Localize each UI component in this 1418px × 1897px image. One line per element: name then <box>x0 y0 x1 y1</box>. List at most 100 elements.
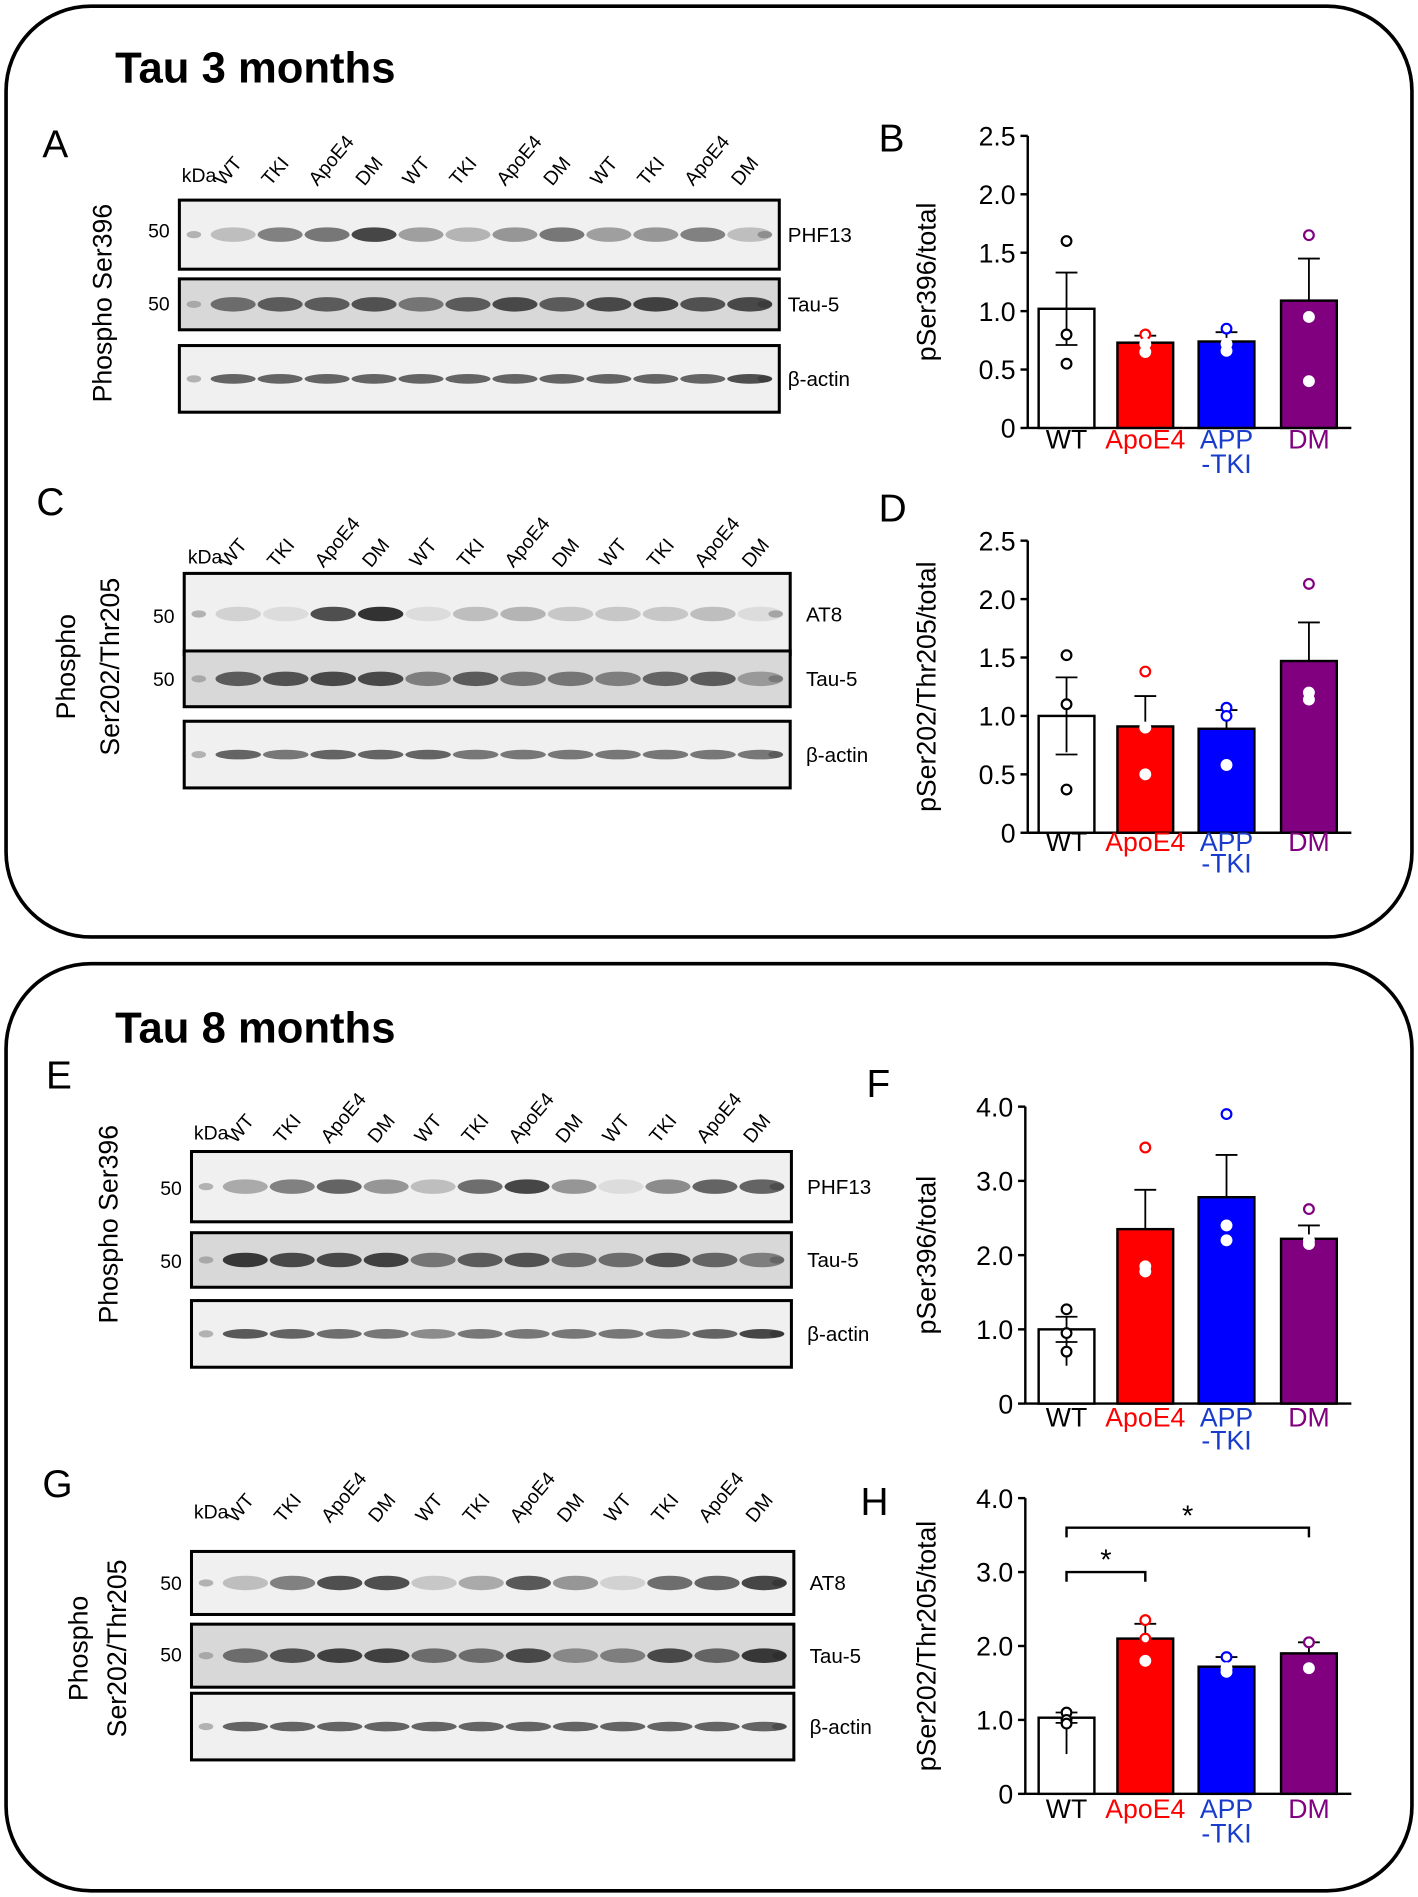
marker-kda-value: 50 <box>148 221 170 243</box>
band-label: β-actin <box>807 1323 869 1346</box>
protein-band <box>727 297 773 312</box>
lane-label: TKI <box>257 153 293 190</box>
lane-label: ApoE4 <box>692 1089 746 1148</box>
band-label: Tau-5 <box>806 668 858 691</box>
protein-band <box>598 1252 644 1268</box>
x-category-label: WT <box>1046 1794 1087 1824</box>
lane-label: TKI <box>457 1110 493 1147</box>
protein-band <box>727 227 773 242</box>
lane-label: ApoE4 <box>504 1089 558 1148</box>
ladder-marker <box>757 231 773 239</box>
protein-band <box>595 606 641 622</box>
lane-label: TKI <box>445 153 481 190</box>
lane-label: TKI <box>263 535 299 572</box>
protein-band <box>210 297 256 312</box>
data-point <box>1060 235 1073 247</box>
kda-label: kDa <box>188 547 223 569</box>
protein-band <box>457 1179 503 1194</box>
y-tick-label: 4.0 <box>976 1092 1013 1122</box>
protein-band <box>222 1179 268 1194</box>
protein-band <box>222 1721 269 1732</box>
data-point <box>1060 649 1073 662</box>
protein-band <box>304 297 350 312</box>
lane-label: DM <box>738 535 774 572</box>
bar-apoe4 <box>1116 341 1175 430</box>
protein-band <box>363 1252 409 1268</box>
ladder-marker <box>198 1652 214 1660</box>
data-point <box>1220 1665 1233 1678</box>
data-point <box>1302 1636 1315 1649</box>
lane-label: ApoE4 <box>317 1468 371 1527</box>
marker-kda-value: 50 <box>148 293 170 315</box>
x-category-label: WT <box>1046 1403 1087 1433</box>
protein-band <box>492 227 538 242</box>
protein-band <box>405 749 451 760</box>
protein-band <box>310 606 356 622</box>
protein-band <box>364 1575 410 1591</box>
protein-band <box>445 227 491 242</box>
y-axis-label: pSer202/Thr205/total <box>912 1521 942 1771</box>
protein-band <box>680 374 726 384</box>
lane-label: WT <box>600 1489 636 1526</box>
band-label: β-actin <box>810 1716 872 1739</box>
y-axis-label: pSer396/total <box>912 203 942 362</box>
panel-letter: G <box>42 1463 72 1506</box>
band-label: PHF13 <box>788 224 852 247</box>
x-category-label: DM <box>1288 1794 1329 1824</box>
lane-label: TKI <box>633 153 669 190</box>
x-category-label: -TKI <box>1201 849 1251 879</box>
lane-label: DM <box>553 1490 589 1527</box>
protein-band <box>647 1648 693 1663</box>
protein-band <box>552 1575 599 1591</box>
y-tick-label: 2.0 <box>979 180 1016 210</box>
section-frame-3-months <box>4 4 1414 939</box>
bar-dm <box>1279 1237 1339 1405</box>
protein-band <box>316 1329 362 1339</box>
lane-label: DM <box>364 1490 400 1527</box>
data-point <box>1060 1717 1073 1730</box>
x-category-label: ApoE4 <box>1105 827 1185 857</box>
protein-band <box>269 1721 316 1732</box>
data-point <box>1139 328 1152 341</box>
lane-label: TKI <box>643 535 679 572</box>
data-point <box>1139 1614 1152 1627</box>
protein-band <box>310 749 356 760</box>
lane-label: DM <box>358 535 394 572</box>
protein-band <box>552 1648 599 1663</box>
protein-band <box>595 671 641 687</box>
x-category-label: WT <box>1046 827 1087 857</box>
band-label: AT8 <box>806 603 842 626</box>
data-point <box>1060 357 1073 370</box>
protein-band <box>269 1329 315 1339</box>
protein-band <box>642 671 689 687</box>
protein-band <box>504 1329 550 1339</box>
protein-band <box>304 227 350 242</box>
protein-band <box>642 606 689 622</box>
protein-band <box>600 1575 646 1591</box>
y-tick-label: 2.5 <box>979 526 1016 556</box>
protein-band <box>547 606 594 622</box>
protein-band <box>552 1721 599 1732</box>
lane-label: ApoE4 <box>310 513 364 572</box>
band-label: β-actin <box>788 368 850 391</box>
lane-label: WT <box>411 1489 447 1526</box>
data-point <box>1139 721 1152 734</box>
data-point <box>1302 311 1315 323</box>
lane-label: ApoE4 <box>500 513 554 572</box>
protein-band <box>492 297 538 312</box>
protein-band <box>547 749 594 760</box>
data-point <box>1302 229 1315 242</box>
protein-band <box>458 1721 504 1732</box>
blot-y-label: Phospho Ser396 <box>88 204 118 403</box>
protein-band <box>364 1721 410 1732</box>
data-point <box>1060 328 1073 341</box>
lane-label: WT <box>405 534 441 571</box>
ladder-marker <box>198 1330 214 1338</box>
protein-band <box>645 1179 691 1194</box>
x-category-label: -TKI <box>1201 1818 1251 1848</box>
protein-band <box>737 749 784 760</box>
protein-band <box>317 1721 363 1732</box>
lane-label: TKI <box>647 1490 683 1527</box>
protein-band <box>398 227 444 242</box>
marker-kda-value: 50 <box>160 1251 182 1273</box>
